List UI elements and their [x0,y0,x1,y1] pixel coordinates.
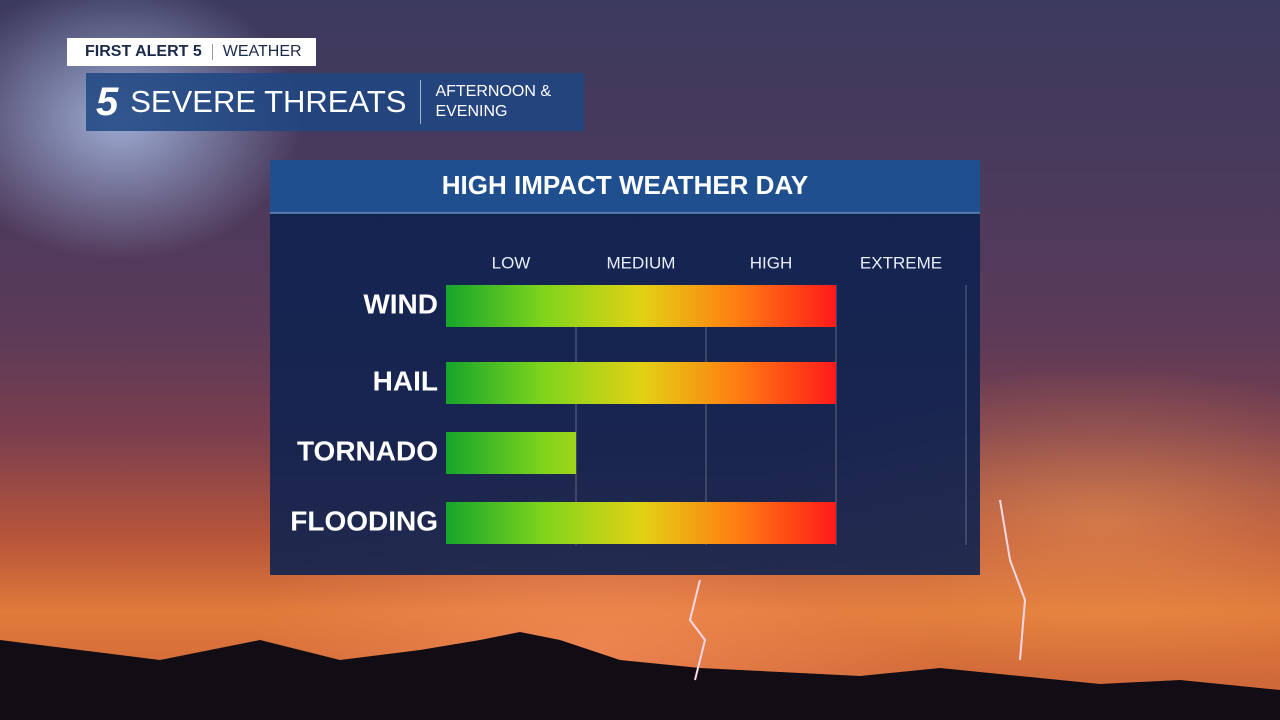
category-label: HAIL [373,365,438,396]
lightning [688,579,707,681]
banner-title: SEVERE THREATS [130,84,407,119]
tag-text: FIRST ALERT 5 [85,43,202,60]
chart-title: HIGH IMPACT WEATHER DAY [442,170,808,200]
category-label: WIND [363,288,438,319]
x-tick-label: EXTREME [860,253,942,272]
bar [446,362,836,404]
banner-subtitle: AFTERNOON & EVENING [435,83,552,120]
x-tick-label: LOW [492,253,531,272]
brand-tag: FIRST ALERT 5 WEATHER [67,38,316,66]
x-tick-label: MEDIUM [607,253,676,272]
title-banner: 5 SEVERE THREATS AFTERNOON & EVENING [86,73,584,131]
bar [446,285,836,327]
bar [446,502,836,544]
panel-header [270,160,980,213]
x-tick-label: HIGH [750,253,793,272]
category-label: FLOODING [290,505,438,536]
lightning [999,499,1027,661]
category-label: TORNADO [297,435,438,466]
logo: 5 [96,79,119,124]
tag-text: WEATHER [222,43,302,60]
mountains [0,632,1280,720]
bar [446,432,576,474]
